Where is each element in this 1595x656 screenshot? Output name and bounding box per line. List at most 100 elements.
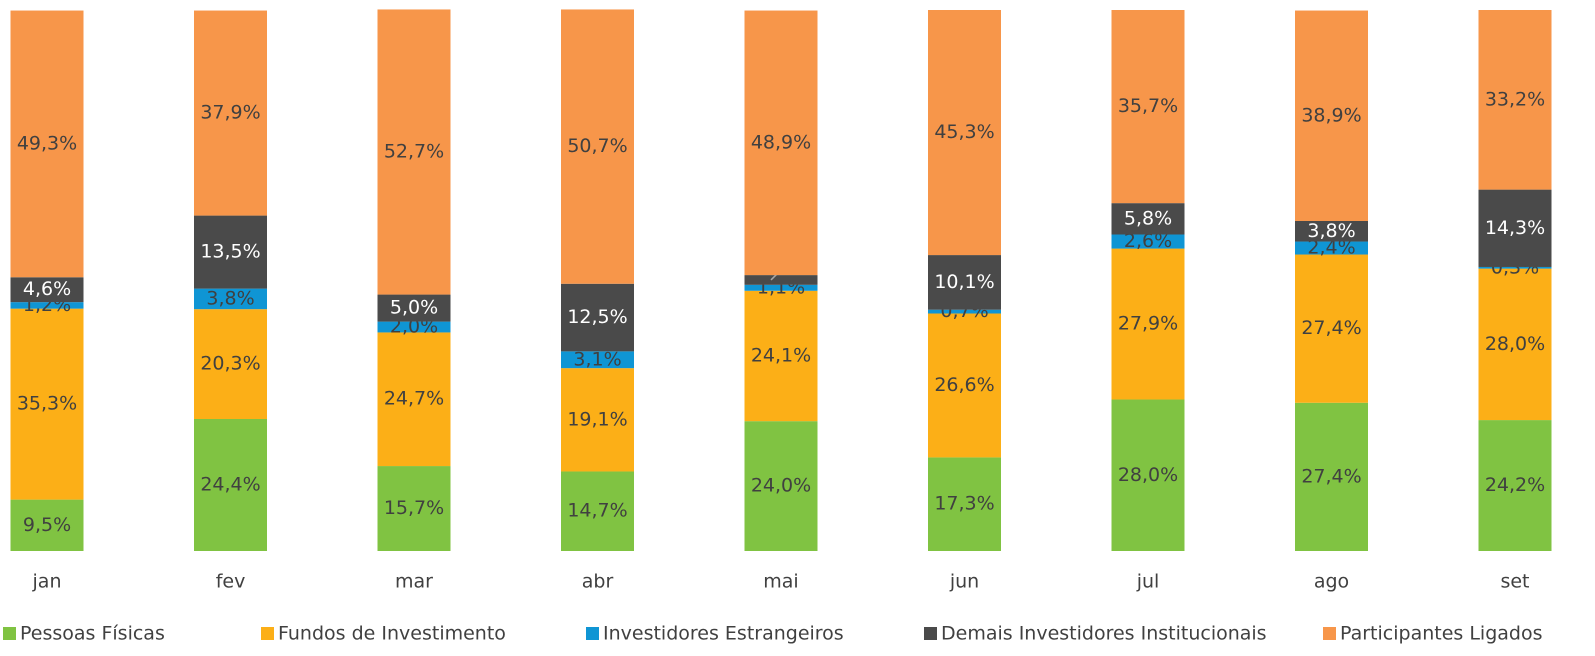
x-tick-label: abr: [582, 571, 614, 593]
data-label: 3,8%: [206, 287, 254, 309]
bar-segment: [744, 421, 818, 551]
bar-segment: [10, 302, 84, 309]
bar-segment: [1478, 420, 1552, 551]
data-label: 2,6%: [1124, 230, 1172, 252]
data-label: 37,9%: [200, 102, 260, 124]
x-tick-label: mai: [763, 571, 798, 593]
bar-segment: [744, 275, 818, 285]
data-label: 2,4%: [1307, 237, 1355, 259]
bar-segment: [1478, 268, 1552, 421]
x-tick-label: jan: [32, 571, 62, 593]
data-label: 17,3%: [934, 493, 994, 515]
bar-segment: [561, 368, 634, 472]
data-label: 9,5%: [23, 514, 71, 536]
data-label: 45,3%: [934, 121, 994, 143]
legend-label: Fundos de Investimento: [278, 623, 506, 645]
data-label: 24,0%: [751, 475, 811, 497]
legend-swatch: [1323, 627, 1336, 640]
data-label: 14,7%: [567, 500, 627, 522]
bar-segment: [928, 10, 1001, 256]
bar-segment: [194, 418, 267, 551]
data-label: 5,0%: [390, 297, 438, 319]
bar-segment: [10, 499, 84, 551]
bar-segment: [1295, 220, 1368, 242]
bar-segment: [194, 215, 267, 289]
data-label: 33,2%: [1485, 88, 1545, 110]
data-label: 5,8%: [1124, 207, 1172, 229]
bar-segment: [561, 471, 634, 551]
bar-segment: [1478, 10, 1552, 190]
data-label: 24,1%: [751, 344, 811, 366]
bar-segment: [744, 290, 818, 422]
bar-segment: [1111, 248, 1185, 400]
bar-segment: [928, 309, 1001, 314]
data-label: 15,7%: [384, 497, 444, 519]
legend-swatch: [261, 627, 274, 640]
data-label: 20,3%: [200, 353, 260, 375]
data-label: 10,1%: [934, 271, 994, 293]
legend-label: Investidores Estrangeiros: [603, 623, 844, 645]
bar-segment: [744, 284, 818, 291]
data-label: 27,4%: [1301, 465, 1361, 487]
bar-segment: [377, 294, 451, 322]
bar-segment: [1295, 241, 1368, 255]
bar-segment: [377, 466, 451, 551]
data-label: 12,5%: [567, 306, 627, 328]
data-label: 24,7%: [384, 388, 444, 410]
legend-swatch: [586, 627, 599, 640]
data-label: 4,6%: [23, 278, 71, 300]
data-label: 3,8%: [1307, 220, 1355, 242]
bar-segment: [1111, 234, 1185, 249]
data-label: 35,3%: [17, 393, 77, 415]
data-label: 49,3%: [17, 132, 77, 154]
bar-segment: [561, 351, 634, 369]
bar-segment: [194, 288, 267, 310]
data-label: 13,5%: [200, 241, 260, 263]
bar-segment: [377, 332, 451, 467]
data-label: 38,9%: [1301, 104, 1361, 126]
data-label: 35,7%: [1118, 95, 1178, 117]
bar-segment: [10, 277, 84, 303]
data-label: 28,0%: [1485, 333, 1545, 355]
data-label: 52,7%: [384, 141, 444, 163]
data-label: 3,1%: [573, 348, 621, 370]
x-tick-label: set: [1500, 571, 1529, 593]
data-label: 24,4%: [200, 473, 260, 495]
data-label: 27,4%: [1301, 317, 1361, 339]
bar-segment: [928, 313, 1001, 458]
data-label: 19,1%: [567, 408, 627, 430]
bar-segment: [377, 9, 451, 295]
bar-segment: [1295, 10, 1368, 221]
bar-segment: [928, 457, 1001, 551]
x-tick-label: jul: [1136, 571, 1160, 593]
data-label: 50,7%: [567, 135, 627, 157]
data-label: 48,9%: [751, 131, 811, 153]
bar-segment: [194, 10, 267, 216]
legend-label: Participantes Ligados: [1340, 623, 1543, 645]
data-label: 26,6%: [934, 374, 994, 396]
data-label: 14,3%: [1485, 217, 1545, 239]
bar-segment: [1111, 399, 1185, 551]
legend-swatch: [3, 627, 16, 640]
data-label: 28,0%: [1118, 464, 1178, 486]
bar-segment: [744, 10, 818, 276]
x-tick-label: jun: [949, 571, 979, 593]
x-tick-label: fev: [216, 571, 246, 593]
bar-segment: [1295, 402, 1368, 551]
data-label: 24,2%: [1485, 474, 1545, 496]
bar-segment: [1111, 10, 1185, 204]
x-tick-label: mar: [395, 571, 433, 593]
legend-label: Demais Investidores Institucionais: [941, 623, 1267, 645]
bar-segment: [1478, 266, 1552, 269]
x-tick-label: ago: [1314, 571, 1349, 593]
bar-segment: [1111, 203, 1185, 235]
bar-segment: [1295, 254, 1368, 403]
bar-segment: [561, 9, 634, 284]
bar-segment: [1478, 189, 1552, 267]
bar-segment: [561, 283, 634, 352]
legend-label: Pessoas Físicas: [20, 623, 165, 645]
bar-segment: [928, 255, 1001, 310]
bar-segment: [10, 308, 84, 500]
data-label: 27,9%: [1118, 313, 1178, 335]
